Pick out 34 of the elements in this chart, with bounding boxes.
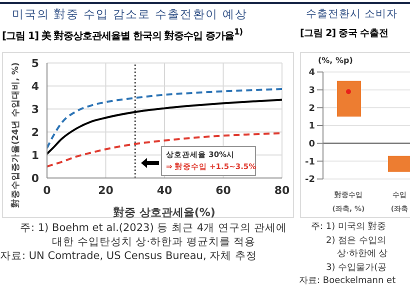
y-tick-label: -1	[305, 157, 315, 168]
text: 상·하한에 상	[336, 248, 389, 261]
chart-title: 미국의 對중 수입 감소로 수출전환이 예상	[12, 7, 248, 22]
chart-title: 수출전환시 소비자	[306, 7, 398, 21]
line-series	[47, 88, 282, 150]
x-tick-label: 80	[274, 184, 290, 197]
text: 주: 1) 미국의 對중	[310, 221, 387, 234]
y-tick-label: 1	[308, 122, 315, 132]
y-tick-label: 5	[31, 56, 39, 70]
text: 대한 수입탄성치 상·하한과 평균치를 적용	[51, 235, 257, 249]
y-tick-label: 4	[31, 80, 40, 93]
y-tick-label: 2	[31, 126, 39, 139]
y-tick-label: 0	[308, 140, 315, 150]
y-tick-label: 0	[31, 172, 40, 185]
y-tick-label: -2	[305, 175, 315, 186]
x-tick-label: 0	[43, 184, 52, 197]
y-tick-label: 3	[31, 102, 39, 116]
y-tick-label: 3	[308, 86, 315, 96]
text: 3) 수입물가(공	[325, 262, 388, 274]
y-tick-label: 2	[308, 104, 315, 114]
y-tick-label: 4	[308, 68, 315, 78]
y-axis-title: 對중수입증가율(24년 수입대비, %)	[10, 62, 22, 208]
x-tick-label: 40	[156, 184, 172, 197]
text: 주: 1) Boehm et al.(2023) 등 최근 4개 연구의 관세에	[19, 221, 288, 235]
chart-subtitle: [그림 1] 美 對중상호관세율별 한국의 對중수입 증가율$^{1)}$	[2, 27, 243, 42]
text: 자료: UN Comtrade, US Census Bureau, 자체 추정	[0, 249, 258, 263]
y-tick-label: 1	[31, 148, 39, 162]
x-tick-label: 60	[216, 184, 232, 197]
text: 자료: Boeckelmann et	[299, 275, 396, 288]
x-axis-title: 對중 상호관세율(%)	[112, 206, 216, 219]
x-tick-label: 20	[98, 184, 114, 197]
y-axis-title: (%, %p)	[318, 56, 353, 65]
chart-subtitle: [그림 2] 중국 수출전	[300, 28, 389, 39]
text: 2) 점은 수입의	[325, 234, 387, 248]
